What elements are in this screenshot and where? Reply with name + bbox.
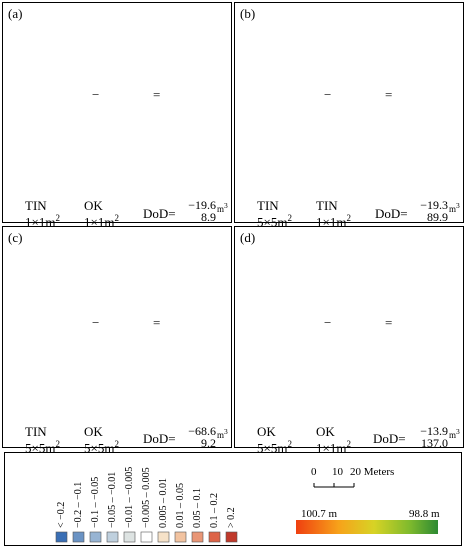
mid-resolution-exp: 2 xyxy=(114,439,119,449)
dod-negative: −19.3 xyxy=(420,198,448,212)
dod-unit: m3 xyxy=(449,427,460,440)
dod-values: −13.9 137.0 xyxy=(411,425,448,449)
dod-positive: 8.9 xyxy=(201,210,216,224)
legend-class-label: < −0.2 xyxy=(56,501,67,528)
panel-letter: (d) xyxy=(240,230,256,245)
scale-tick-0: 0 xyxy=(311,466,317,478)
left-resolution-exp: 2 xyxy=(55,439,60,449)
left-resolution: 5×5m xyxy=(257,214,288,230)
legend-swatch xyxy=(55,531,68,543)
legend: < −0.2 −0.2 – −0.1 −0.1 – −0.05 −0.05 – −0.… xyxy=(4,452,462,546)
equals-operator: = xyxy=(153,87,161,102)
equals-operator: = xyxy=(385,315,393,330)
equals-operator: = xyxy=(385,87,393,102)
mid-method: OK xyxy=(84,424,103,439)
legend-class-label: −0.005 – 0.005 xyxy=(141,467,152,528)
legend-class-label: 0.01 – 0.05 xyxy=(175,483,186,528)
legend-swatch xyxy=(123,531,136,543)
legend-class-label: 0.05 – 0.1 xyxy=(192,488,203,528)
dod-positive: 9.2 xyxy=(201,436,216,450)
panel-letter: (c) xyxy=(8,230,23,245)
left-resolution-exp: 2 xyxy=(287,213,292,223)
mid-method: OK xyxy=(84,198,103,213)
legend-swatch xyxy=(140,531,153,543)
left-resolution-exp: 2 xyxy=(55,213,60,223)
left-method: TIN xyxy=(25,424,47,439)
dod-negative: −13.9 xyxy=(420,424,448,438)
legend-class-label: −0.2 – −0.1 xyxy=(73,481,84,528)
scale-tick-10: 10 xyxy=(332,466,343,478)
left-resolution: 5×5m xyxy=(257,440,288,456)
mid-dem-caption: TIN 1×1m2 xyxy=(316,199,351,228)
legend-swatch xyxy=(191,531,204,543)
equals-operator: = xyxy=(153,315,161,330)
legend-swatch xyxy=(157,531,170,543)
minus-operator: − xyxy=(324,315,332,330)
legend-class-label: −0.1 – −0.05 xyxy=(90,476,101,528)
mid-method: TIN xyxy=(316,198,338,213)
mid-resolution-exp: 2 xyxy=(346,439,351,449)
legend-swatch xyxy=(225,531,238,543)
dod-values: −19.3 89.9 xyxy=(415,199,448,223)
legend-class-label: > 0.2 xyxy=(226,507,237,528)
legend-swatch xyxy=(89,531,102,543)
mid-method: OK xyxy=(316,424,335,439)
left-dem-caption: TIN 1×1m2 xyxy=(25,199,60,228)
dod-unit: m3 xyxy=(217,427,228,440)
dod-negative: −19.6 xyxy=(188,198,216,212)
dod-positive: 89.9 xyxy=(427,210,448,224)
mid-dem-caption: OK 1×1m2 xyxy=(316,425,351,454)
minus-operator: − xyxy=(92,315,100,330)
dod-label: DoD= xyxy=(375,206,408,221)
panel-c: (c) − = TIN 5×5m2 OK 5×5m2 DoD= −68.6 9.… xyxy=(2,226,232,454)
legend-class-label: −0.01 – −0.005 xyxy=(124,466,135,528)
minus-operator: − xyxy=(92,87,100,102)
dod-label: DoD= xyxy=(373,431,406,446)
dod-label: DoD= xyxy=(143,206,176,221)
legend-swatch xyxy=(106,531,119,543)
dod-positive: 137.0 xyxy=(421,436,448,450)
left-dem-caption: TIN 5×5m2 xyxy=(257,199,292,228)
elevation-low-label: 100.7 m xyxy=(301,508,338,520)
mid-resolution-exp: 2 xyxy=(114,213,119,223)
dod-values: −19.6 8.9 xyxy=(183,199,216,223)
mid-resolution: 1×1m xyxy=(316,214,347,230)
panel-letter: (b) xyxy=(240,6,256,21)
legend-swatch xyxy=(208,531,221,543)
legend-swatch xyxy=(174,531,187,543)
dod-negative: −68.6 xyxy=(188,424,216,438)
legend-swatch xyxy=(72,531,85,543)
mid-dem-caption: OK 5×5m2 xyxy=(84,425,119,454)
dod-label: DoD= xyxy=(143,431,176,446)
left-method: TIN xyxy=(257,198,279,213)
mid-resolution: 1×1m xyxy=(316,440,347,456)
left-dem-caption: OK 5×5m2 xyxy=(257,425,292,454)
mid-resolution-exp: 2 xyxy=(346,213,351,223)
left-resolution: 1×1m xyxy=(25,214,56,230)
elevation-colorbar xyxy=(296,520,438,534)
mid-resolution: 1×1m xyxy=(84,214,115,230)
panel-d: (d) − = OK 5×5m2 OK 1×1m2 DoD= −13.9 137… xyxy=(234,226,464,454)
elevation-high-label: 98.8 m xyxy=(409,508,440,520)
mid-dem-caption: OK 1×1m2 xyxy=(84,199,119,228)
left-method: TIN xyxy=(25,198,47,213)
panel-letter: (a) xyxy=(8,6,23,21)
dod-values: −68.6 9.2 xyxy=(183,425,216,449)
minus-operator: − xyxy=(324,87,332,102)
panel-a: (a) − = TIN 1×1m2 OK 1×1m2 DoD= −19.6 8.… xyxy=(2,2,232,228)
legend-class-label: 0.005 – 0.01 xyxy=(158,478,169,528)
left-method: OK xyxy=(257,424,276,439)
panel-b: (b) − = TIN 5×5m2 TIN 1×1m2 DoD= −19.3 8… xyxy=(234,2,464,228)
left-dem-caption: TIN 5×5m2 xyxy=(25,425,60,454)
scale-tick-20: 20 Meters xyxy=(350,466,395,478)
mid-resolution: 5×5m xyxy=(84,440,115,456)
dod-unit: m3 xyxy=(217,201,228,214)
left-resolution: 5×5m xyxy=(25,440,56,456)
dod-unit: m3 xyxy=(449,201,460,214)
left-resolution-exp: 2 xyxy=(287,439,292,449)
legend-class-label: 0.1 – 0.2 xyxy=(209,493,220,528)
legend-class-label: −0.05 – −0.01 xyxy=(107,471,118,528)
